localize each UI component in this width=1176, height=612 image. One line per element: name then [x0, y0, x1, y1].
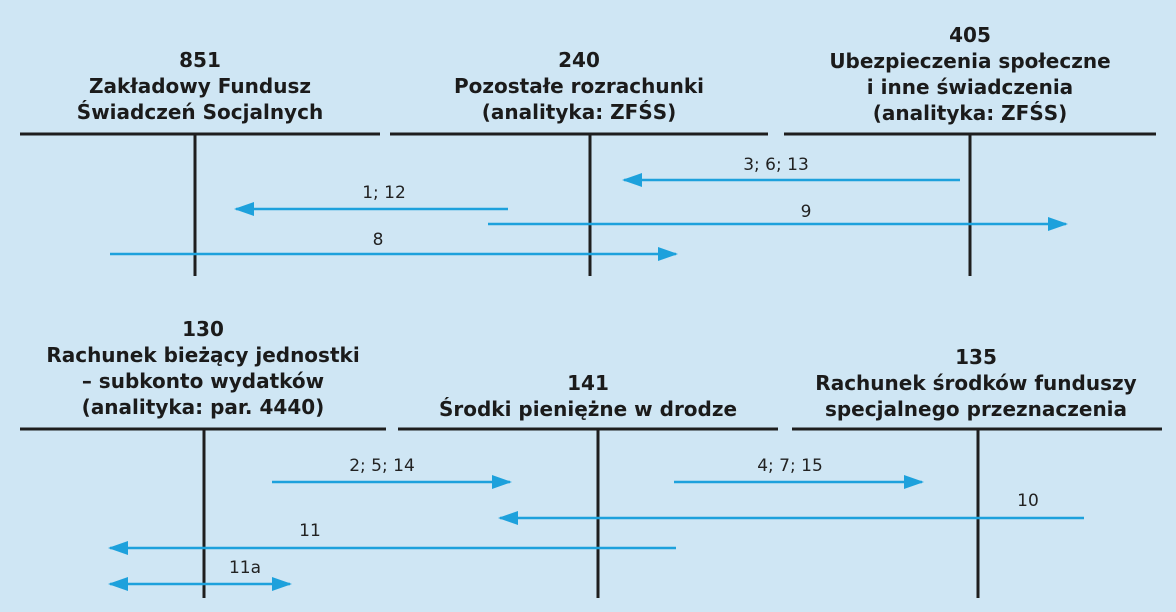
account-name-line: Środki pieniężne w drodze: [438, 397, 738, 421]
account-240-title: 240 Pozostałe rozrachunki (analityka: ZF…: [390, 47, 768, 125]
flow-label: 9: [801, 202, 812, 222]
account-405-title: 405 Ubezpieczenia społeczne i inne świad…: [784, 22, 1156, 126]
flow-label: 10: [1017, 491, 1039, 511]
account-name-line: Pozostałe rozrachunki: [453, 74, 705, 98]
flow-arrow-9: 9: [488, 202, 1068, 231]
account-name-line: (analityka: ZFŚS): [481, 100, 677, 124]
t-account-851: [20, 132, 380, 276]
flow-arrow-8: 8: [110, 230, 678, 261]
flow-arrow-10: 10: [498, 491, 1084, 525]
flow-arrow-11: 11: [108, 521, 676, 555]
account-name-line: – subkonto wydatków: [81, 369, 325, 393]
flow-arrow-1-12: 1; 12: [234, 183, 508, 216]
account-130-title: 130 Rachunek bieżący jednostki – subkont…: [20, 316, 386, 420]
account-number: 240: [558, 48, 600, 72]
t-account-141: [398, 427, 778, 598]
account-name-line: Świadczeń Socjalnych: [76, 100, 324, 124]
t-account-135: [792, 427, 1162, 598]
flow-label: 3; 6; 13: [743, 155, 809, 175]
flow-label: 11a: [229, 558, 261, 578]
flow-label: 8: [373, 230, 384, 250]
account-name-line: (analityka: ZFŚS): [872, 101, 1068, 125]
account-name-line: (analityka: par. 4440): [81, 395, 325, 419]
t-account-130: [20, 427, 386, 598]
account-135-title: 135 Rachunek środków funduszy specjalneg…: [792, 344, 1160, 422]
account-141-title: 141 Środki pieniężne w drodze: [398, 370, 778, 422]
account-number: 851: [179, 48, 221, 72]
flow-label: 2; 5; 14: [349, 456, 415, 476]
flow-arrow-4-7-15: 4; 7; 15: [674, 456, 924, 489]
account-number: 405: [949, 23, 991, 47]
t-account-240: [390, 132, 768, 276]
account-number: 135: [955, 345, 997, 369]
flow-label: 11: [299, 521, 321, 541]
flow-arrow-11a: 11a: [108, 558, 292, 591]
account-number: 141: [567, 371, 609, 395]
account-name-line: Ubezpieczenia społeczne: [829, 49, 1111, 73]
flow-arrow-3-6-13: 3; 6; 13: [622, 155, 960, 187]
flow-label: 4; 7; 15: [757, 456, 823, 476]
account-number: 130: [182, 317, 224, 341]
flow-arrow-2-5-14: 2; 5; 14: [272, 456, 512, 489]
account-851-title: 851 Zakładowy Fundusz Świadczeń Socjalny…: [20, 47, 380, 125]
t-account-405: [784, 132, 1156, 276]
account-name-line: Rachunek bieżący jednostki: [46, 343, 360, 367]
account-name-line: Zakładowy Fundusz: [89, 74, 311, 98]
flow-label: 1; 12: [362, 183, 406, 203]
account-name-line: i inne świadczenia: [866, 75, 1074, 99]
account-name-line: Rachunek środków funduszy: [815, 371, 1137, 395]
account-name-line: specjalnego przeznaczenia: [824, 397, 1128, 421]
